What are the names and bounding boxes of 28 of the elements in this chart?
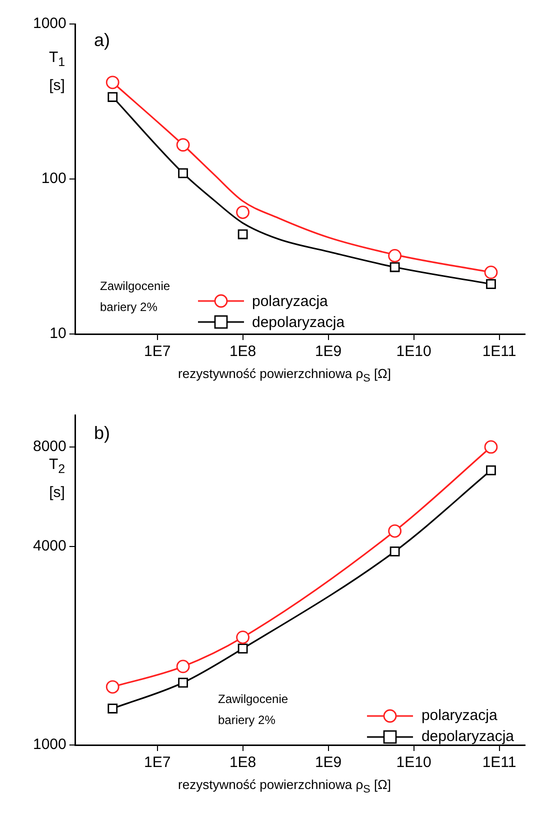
x-axis-title: rezystywność powierzchniowa ρ$_{S}$ [Ω] <box>177 366 392 385</box>
y-tick-label: 1000 <box>32 15 66 32</box>
annotation: a) <box>94 30 110 50</box>
y-tick-label: 4000 <box>32 537 66 554</box>
x-tick-label: 1E8 <box>229 754 256 771</box>
x-tick-label: 1E9 <box>314 343 342 360</box>
y-axis-title: T$_{2}$ [s] <box>48 456 66 501</box>
annotation: Zawilgocenie bariery 2% <box>218 690 288 729</box>
x-tick-label: 1E9 <box>314 754 342 771</box>
y-tick-label: 8000 <box>32 438 66 455</box>
y-tick-label: 1000 <box>32 736 66 753</box>
legend-label: polaryzacja <box>252 292 328 310</box>
legend-label: depolaryzacja <box>252 314 345 331</box>
x-tick-label: 1E10 <box>396 754 432 771</box>
x-tick-label: 1E11 <box>482 343 516 360</box>
y-tick-label: 100 <box>41 170 66 188</box>
y-axis-title: T$_{1}$ [s] <box>48 48 66 96</box>
x-tick-label: 1E7 <box>144 754 171 771</box>
x-axis-title: rezystywność powierzchniowa ρ$_{S}$ [Ω] <box>177 776 392 796</box>
legend-label: depolaryzacja <box>421 728 514 746</box>
x-tick-label: 1E7 <box>144 343 171 360</box>
annotation: b) <box>94 422 110 443</box>
x-tick-label: 1E8 <box>229 343 256 360</box>
y-tick-label: 10 <box>50 325 66 342</box>
x-tick-label: 1E10 <box>396 343 432 360</box>
legend-label: polaryzacja <box>421 707 498 724</box>
annotation: Zawilgocenie bariery 2% <box>100 278 170 316</box>
x-tick-label: 1E11 <box>482 754 516 771</box>
